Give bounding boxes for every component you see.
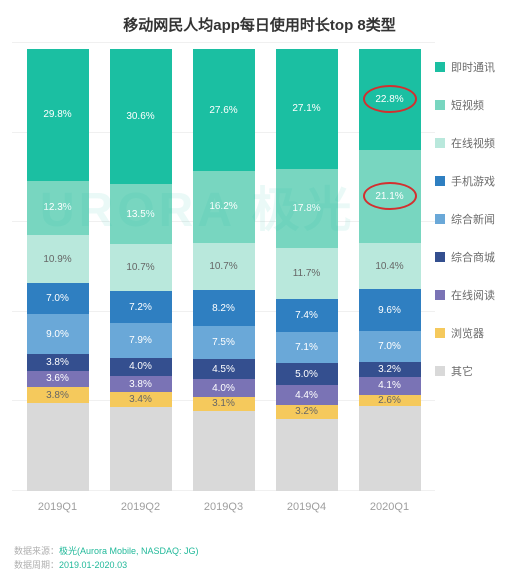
seg-2019Q2-other xyxy=(110,407,172,491)
seg-2019Q1-shortvid: 12.3% xyxy=(27,181,89,235)
seg-2019Q3-game: 8.2% xyxy=(193,290,255,326)
xlabel-2019Q2: 2019Q2 xyxy=(110,501,172,513)
bar-2019Q2: 30.6%13.5%10.7%7.2%7.9%4.0%3.8%3.4% xyxy=(110,49,172,491)
legend-item-commerce: 综合商城 xyxy=(435,249,511,265)
legend-item-news: 综合新闻 xyxy=(435,211,511,227)
period-value: 2019.01-2020.03 xyxy=(59,560,127,570)
seg-2019Q3-reading: 4.0% xyxy=(193,379,255,397)
seg-2019Q2-onlinevid: 10.7% xyxy=(110,244,172,291)
chart-container: 29.8%12.3%10.9%7.0%9.0%3.8%3.6%3.8%30.6%… xyxy=(0,43,519,491)
bar-2019Q4: 27.1%17.8%11.7%7.4%7.1%5.0%4.4%3.2% xyxy=(276,49,338,491)
seg-2019Q1-game: 7.0% xyxy=(27,283,89,314)
legend-label: 浏览器 xyxy=(451,325,484,341)
legend-swatch xyxy=(435,100,445,110)
seg-2019Q3-im: 27.6% xyxy=(193,49,255,171)
legend-swatch xyxy=(435,214,445,224)
seg-2019Q2-game: 7.2% xyxy=(110,291,172,323)
source-value: 极光(Aurora Mobile, NASDAQ: JG) xyxy=(59,546,199,556)
legend-label: 综合商城 xyxy=(451,249,495,265)
x-axis-labels: 2019Q1 2019Q2 2019Q3 2019Q4 2020Q1 xyxy=(0,491,519,513)
legend-item-shortvid: 短视频 xyxy=(435,97,511,113)
bar-2020Q1: 22.8%21.1%10.4%9.6%7.0%3.2%4.1%2.6% xyxy=(359,49,421,491)
seg-2019Q2-shortvid: 13.5% xyxy=(110,184,172,244)
seg-2019Q3-news: 7.5% xyxy=(193,326,255,359)
legend-swatch xyxy=(435,328,445,338)
xlabel-2019Q3: 2019Q3 xyxy=(193,501,255,513)
seg-2020Q1-game: 9.6% xyxy=(359,289,421,331)
legend-item-other: 其它 xyxy=(435,363,511,379)
seg-2019Q2-browser: 3.4% xyxy=(110,392,172,407)
xlabel-2019Q4: 2019Q4 xyxy=(276,501,338,513)
legend-swatch xyxy=(435,290,445,300)
seg-2020Q1-other xyxy=(359,406,421,491)
seg-2019Q4-im: 27.1% xyxy=(276,49,338,169)
xlabel-2019Q1: 2019Q1 xyxy=(27,501,89,513)
seg-2019Q3-shortvid: 16.2% xyxy=(193,171,255,243)
seg-2020Q1-im: 22.8% xyxy=(359,49,421,150)
seg-2019Q4-shortvid: 17.8% xyxy=(276,169,338,248)
legend-label: 即时通讯 xyxy=(451,59,495,75)
legend-item-im: 即时通讯 xyxy=(435,59,511,75)
legend-label: 在线视频 xyxy=(451,135,495,151)
legend-swatch xyxy=(435,62,445,72)
legend-item-onlinevid: 在线视频 xyxy=(435,135,511,151)
seg-2019Q3-commerce: 4.5% xyxy=(193,359,255,379)
seg-2019Q3-other xyxy=(193,411,255,491)
plot-area: 29.8%12.3%10.9%7.0%9.0%3.8%3.6%3.8%30.6%… xyxy=(12,43,435,491)
seg-2019Q2-im: 30.6% xyxy=(110,49,172,184)
legend-label: 短视频 xyxy=(451,97,484,113)
seg-2019Q1-browser: 3.8% xyxy=(27,387,89,404)
seg-2020Q1-commerce: 3.2% xyxy=(359,362,421,376)
seg-2019Q4-news: 7.1% xyxy=(276,332,338,363)
source-label: 数据来源： xyxy=(14,546,59,556)
chart-title: 移动网民人均app每日使用时长top 8类型 xyxy=(0,0,519,43)
legend-item-reading: 在线阅读 xyxy=(435,287,511,303)
seg-2020Q1-news: 7.0% xyxy=(359,331,421,362)
seg-2020Q1-onlinevid: 10.4% xyxy=(359,243,421,289)
xlabel-2020Q1: 2020Q1 xyxy=(359,501,421,513)
seg-2019Q4-onlinevid: 11.7% xyxy=(276,248,338,300)
seg-2019Q1-reading: 3.6% xyxy=(27,371,89,387)
legend-swatch xyxy=(435,176,445,186)
seg-2019Q2-commerce: 4.0% xyxy=(110,358,172,376)
seg-2019Q4-reading: 4.4% xyxy=(276,385,338,404)
seg-2019Q3-browser: 3.1% xyxy=(193,397,255,411)
seg-2020Q1-browser: 2.6% xyxy=(359,395,421,406)
seg-2019Q3-onlinevid: 10.7% xyxy=(193,243,255,290)
seg-2019Q1-commerce: 3.8% xyxy=(27,354,89,371)
legend-label: 综合新闻 xyxy=(451,211,495,227)
seg-2019Q4-game: 7.4% xyxy=(276,299,338,332)
bar-2019Q1: 29.8%12.3%10.9%7.0%9.0%3.8%3.6%3.8% xyxy=(27,49,89,491)
legend-label: 在线阅读 xyxy=(451,287,495,303)
chart-footer: 数据来源：极光(Aurora Mobile, NASDAQ: JG) 数据周期：… xyxy=(14,545,199,572)
legend-swatch xyxy=(435,138,445,148)
bar-2019Q3: 27.6%16.2%10.7%8.2%7.5%4.5%4.0%3.1% xyxy=(193,49,255,491)
legend: 即时通讯短视频在线视频手机游戏综合新闻综合商城在线阅读浏览器其它 xyxy=(435,43,511,491)
legend-item-browser: 浏览器 xyxy=(435,325,511,341)
seg-2019Q4-other xyxy=(276,419,338,491)
seg-2019Q1-news: 9.0% xyxy=(27,314,89,354)
legend-label: 其它 xyxy=(451,363,473,379)
seg-2019Q2-reading: 3.8% xyxy=(110,376,172,393)
legend-swatch xyxy=(435,252,445,262)
seg-2020Q1-reading: 4.1% xyxy=(359,377,421,395)
seg-2019Q1-onlinevid: 10.9% xyxy=(27,235,89,283)
seg-2019Q1-other xyxy=(27,403,89,491)
seg-2019Q4-browser: 3.2% xyxy=(276,405,338,419)
seg-2019Q2-news: 7.9% xyxy=(110,323,172,358)
legend-label: 手机游戏 xyxy=(451,173,495,189)
seg-2020Q1-shortvid: 21.1% xyxy=(359,150,421,243)
seg-2019Q4-commerce: 5.0% xyxy=(276,363,338,385)
legend-item-game: 手机游戏 xyxy=(435,173,511,189)
seg-2019Q1-im: 29.8% xyxy=(27,49,89,181)
legend-swatch xyxy=(435,366,445,376)
period-label: 数据周期： xyxy=(14,560,59,570)
